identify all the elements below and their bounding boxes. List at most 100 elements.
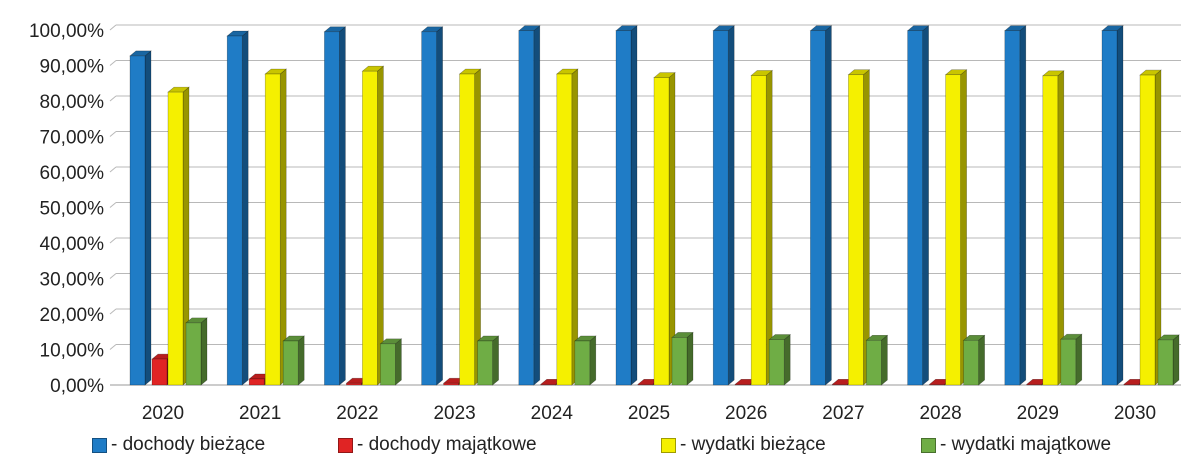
bar-side — [144, 50, 152, 386]
y-tick-label: 40,00% — [40, 234, 105, 255]
bar-front — [248, 378, 265, 386]
y-tick-label: 80,00% — [40, 92, 105, 113]
gridline-side — [109, 202, 117, 208]
bar-front — [1157, 339, 1174, 386]
bar-side — [922, 25, 929, 386]
bar-side — [339, 26, 346, 386]
bar-2030-series-3 — [1139, 69, 1162, 386]
x-tick-label: 2025 — [628, 403, 670, 424]
bar-2026-series-4 — [768, 333, 792, 386]
bar-side — [533, 25, 541, 386]
bar-2021-series-4 — [282, 335, 306, 386]
gridline-side — [109, 273, 117, 279]
bar-2023-series-1 — [420, 26, 444, 386]
bar-front — [264, 73, 281, 386]
bar-side — [492, 335, 499, 386]
bar-2030-series-1 — [1101, 25, 1124, 386]
bar-2020-series-1 — [129, 50, 152, 386]
bar-side — [960, 69, 967, 386]
legend-item: - dochody bieżące — [92, 434, 265, 456]
legend-label: - dochody majątkowe — [357, 434, 537, 455]
legend-item: - dochody majątkowe — [338, 434, 537, 456]
bar-side — [589, 335, 597, 386]
bar-side — [571, 68, 579, 386]
legend-swatch — [661, 437, 676, 453]
y-tick-label: 60,00% — [40, 163, 105, 184]
bar-front — [362, 70, 378, 386]
bar-side — [1172, 334, 1180, 386]
bar-2020-series-3 — [167, 86, 190, 386]
bar-front — [637, 383, 654, 386]
y-tick-label: 30,00% — [40, 270, 105, 291]
bar-side — [377, 65, 384, 386]
bar-front — [615, 30, 632, 386]
bar-2023-series-3 — [458, 68, 482, 386]
x-tick-label: 2022 — [336, 403, 378, 424]
bar-side — [686, 331, 694, 386]
bar-2028-series-1 — [906, 25, 930, 386]
y-tick-label: 50,00% — [40, 199, 105, 220]
bar-side — [1154, 69, 1162, 386]
gridline-side — [109, 166, 117, 173]
bar-2027-series-4 — [865, 334, 889, 386]
bar-front — [671, 337, 688, 386]
gridline-side — [109, 308, 117, 315]
bar-2022-series-1 — [323, 26, 347, 386]
bar-side — [395, 338, 402, 386]
bar-front — [945, 74, 961, 386]
y-tick-label: 10,00% — [40, 341, 105, 362]
bar-front — [380, 343, 396, 386]
bar-front — [768, 339, 785, 386]
bar-2020-series-4 — [185, 317, 208, 386]
y-tick-label: 90,00% — [40, 57, 105, 78]
gridline-side — [109, 60, 117, 66]
bar-front — [929, 383, 945, 386]
bar-2025-series-4 — [671, 331, 694, 386]
bar-side — [1019, 25, 1027, 386]
legend-label: - wydatki bieżące — [680, 434, 826, 455]
bar-side — [727, 25, 735, 386]
bar-2024-series-3 — [555, 68, 579, 386]
bar-front — [443, 382, 459, 386]
bar-front — [129, 55, 146, 386]
bar-front — [712, 30, 729, 386]
bar-front — [421, 31, 437, 386]
y-tick-label: 0,00% — [50, 376, 104, 397]
bar-2025-series-1 — [615, 25, 638, 386]
bar-front — [167, 91, 184, 386]
gridline-side — [109, 24, 117, 31]
bar-2028-series-3 — [944, 69, 968, 386]
x-tick-label: 2030 — [1114, 403, 1156, 424]
bar-2029-series-3 — [1041, 70, 1065, 386]
x-axis: 2020 2021 2022 2023 2024 2025 2026 2027 2028 2029… — [142, 403, 1156, 424]
bar-front — [734, 383, 751, 386]
bar-2025-series-3 — [653, 71, 676, 386]
bar-front — [1042, 75, 1059, 386]
bar-front — [1026, 383, 1043, 386]
bar-front — [151, 358, 168, 386]
bar-side — [630, 25, 638, 386]
legend-label: - dochody bieżące — [111, 434, 266, 455]
y-tick-label: 100,00% — [29, 21, 104, 42]
bar-side — [978, 334, 985, 386]
bar-side — [825, 25, 832, 386]
bar-2022-series-4 — [379, 338, 403, 386]
bar-front — [556, 73, 573, 386]
bar-front — [574, 340, 591, 386]
bar-2029-series-4 — [1059, 333, 1083, 386]
bar-front — [653, 77, 670, 386]
x-tick-label: 2024 — [531, 403, 574, 424]
bar-2028-series-4 — [962, 334, 986, 386]
bar-front — [750, 75, 767, 386]
bar-front — [518, 30, 535, 386]
bar-front — [907, 30, 923, 386]
legend-swatch — [921, 437, 936, 453]
bar-2030-series-4 — [1157, 334, 1180, 386]
bar-front — [226, 35, 243, 386]
bar-front — [282, 340, 299, 386]
bar-front — [459, 73, 475, 386]
legend: - dochody bieżące - dochody majątkowe - wy… — [0, 430, 1187, 459]
legend-item: - wydatki bieżące — [661, 434, 826, 456]
bar-front — [963, 339, 979, 386]
legend-item: - wydatki majątkowe — [921, 434, 1111, 456]
